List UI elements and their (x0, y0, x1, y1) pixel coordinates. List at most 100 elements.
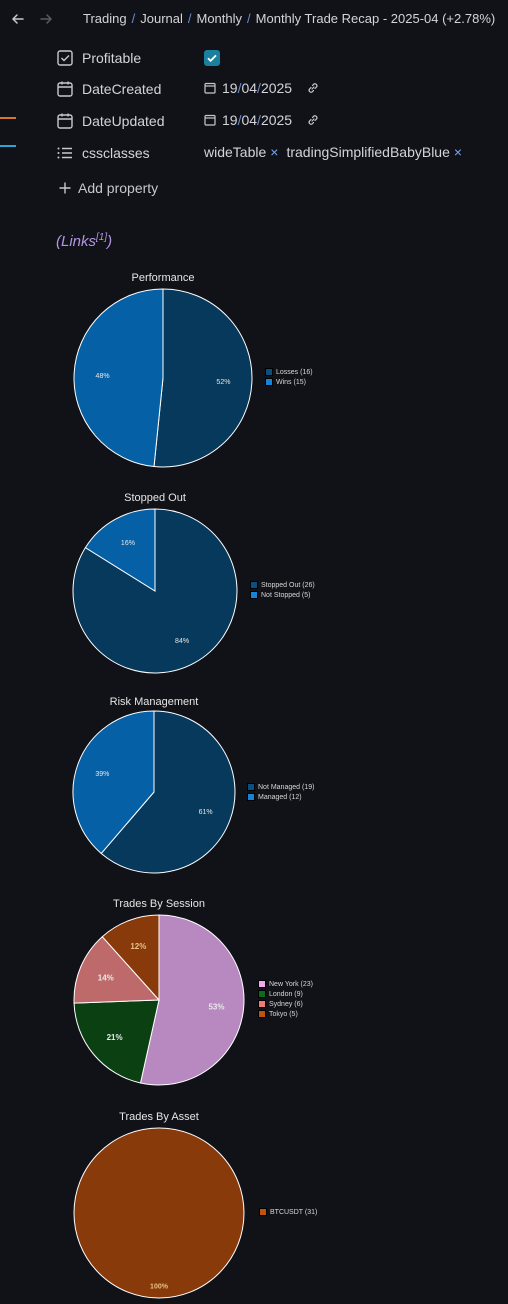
pie-percent-label: 84% (175, 638, 189, 645)
legend-label: Managed (12) (258, 793, 302, 801)
property-cssclasses: cssclasses wideTable × tradingSimplifiedB… (56, 139, 508, 167)
pie-percent-label: 100% (150, 1283, 169, 1290)
chart-title: Performance (131, 272, 195, 284)
chart-title: Stopped Out (124, 492, 186, 504)
css-class-tag[interactable]: wideTable × (204, 144, 279, 160)
chart-legend: New York (23) London (9) Sydney (6) Tokyo (… (258, 979, 313, 1019)
pie-percent-label: 14% (98, 973, 114, 982)
pie-chart-stopped-out: 84% 16% (72, 508, 238, 674)
pie-percent-label: 52% (216, 379, 230, 386)
links-label[interactable]: (Links[1]) (56, 232, 113, 250)
pie-chart-risk-management: 61% 39% (72, 710, 236, 874)
legend-item[interactable]: Losses (16) (265, 367, 313, 377)
arrow-left-icon (11, 14, 24, 24)
chart-title: Trades By Asset (119, 1111, 199, 1123)
profitable-checkbox[interactable] (204, 50, 220, 66)
chart-legend: Stopped Out (26) Not Stopped (5) (250, 580, 315, 600)
plus-icon (59, 182, 71, 194)
pie-slice (73, 999, 160, 1084)
sidebar-edge-indicator-blue (0, 145, 16, 147)
chart-legend: BTCUSDT (31) (259, 1207, 317, 1217)
legend-label: New York (23) (269, 980, 313, 988)
pie-slice (84, 508, 156, 592)
remove-tag-icon[interactable]: × (270, 144, 279, 160)
link-icon[interactable] (306, 81, 320, 95)
legend-swatch (247, 793, 255, 801)
back-button[interactable] (8, 9, 28, 29)
legend-item[interactable]: London (9) (258, 989, 313, 999)
breadcrumb-item[interactable]: Monthly (196, 11, 243, 26)
legend-label: Not Managed (19) (258, 783, 315, 791)
legend-swatch (250, 591, 258, 599)
calendar-small-icon (204, 114, 216, 126)
legend-label: Stopped Out (26) (261, 581, 315, 589)
pie-percent-label: 21% (107, 1033, 123, 1042)
pie-slice (153, 288, 253, 468)
legend-swatch (258, 1010, 266, 1018)
css-class-tag[interactable]: tradingSimplifiedBabyBlue × (286, 144, 463, 160)
legend-label: Losses (16) (276, 368, 313, 376)
legend-item[interactable]: Not Stopped (5) (250, 590, 315, 600)
legend-item[interactable]: Stopped Out (26) (250, 580, 315, 590)
chart-legend: Not Managed (19) Managed (12) (247, 782, 314, 802)
legend-item[interactable]: Managed (12) (247, 792, 314, 802)
pie-chart-trades-by-asset: 100% (73, 1127, 245, 1299)
breadcrumb-item[interactable]: Trading (83, 11, 127, 26)
property-dateupdated: DateUpdated 19/04/2025 (56, 107, 508, 135)
pie-chart-performance: 52% 48% (73, 288, 253, 468)
breadcrumb-separator: / (131, 11, 136, 26)
pie-slice (73, 935, 161, 1004)
property-name[interactable]: Profitable (82, 50, 142, 66)
pie-percent-label: 16% (121, 540, 135, 547)
breadcrumb-current[interactable]: Monthly Trade Recap - 2025-04 (+2.78%) (255, 11, 496, 26)
pie-slice (100, 710, 236, 874)
legend-label: Wins (15) (276, 378, 306, 386)
legend-swatch (265, 368, 273, 376)
pie-percent-label: 48% (96, 373, 110, 380)
legend-item[interactable]: Tokyo (5) (258, 1009, 313, 1019)
legend-swatch (258, 980, 266, 988)
pie-percent-label: 61% (199, 809, 213, 816)
legend-item[interactable]: BTCUSDT (31) (259, 1207, 317, 1217)
property-name[interactable]: cssclasses (82, 145, 150, 161)
pie-percent-label: 53% (208, 1002, 224, 1011)
property-name[interactable]: DateCreated (82, 81, 162, 97)
legend-swatch (250, 581, 258, 589)
legend-item[interactable]: Sydney (6) (258, 999, 313, 1009)
legend-swatch (265, 378, 273, 386)
property-datecreated: DateCreated 19/04/2025 (56, 75, 508, 103)
pie-percent-label: 12% (130, 942, 146, 951)
date-updated-input[interactable]: 19/04/2025 (204, 112, 320, 128)
chart-title: Risk Management (109, 696, 199, 708)
legend-swatch (247, 783, 255, 791)
link-icon[interactable] (306, 113, 320, 127)
pie-slice (73, 288, 164, 468)
legend-item[interactable]: New York (23) (258, 979, 313, 989)
breadcrumb-separator: / (187, 11, 192, 26)
check-icon (207, 54, 217, 63)
property-profitable: Profitable (56, 44, 508, 72)
breadcrumb-separator: / (247, 11, 251, 26)
legend-swatch (258, 990, 266, 998)
remove-tag-icon[interactable]: × (453, 144, 463, 160)
date-created-input[interactable]: 19/04/2025 (204, 80, 320, 96)
pie-chart-trades-by-session: 53% 21% 14% 12% (73, 914, 245, 1086)
property-name[interactable]: DateUpdated (82, 113, 165, 129)
legend-label: Tokyo (5) (269, 1010, 298, 1018)
legend-label: London (9) (269, 990, 303, 998)
legend-label: Sydney (6) (269, 1000, 303, 1008)
chart-title: Trades By Session (113, 898, 205, 910)
legend-item[interactable]: Not Managed (19) (247, 782, 314, 792)
legend-item[interactable]: Wins (15) (265, 377, 313, 387)
list-icon (57, 147, 72, 159)
tab-header: Trading / Journal / Monthly / Monthly Trade Re… (0, 0, 508, 38)
property-value (204, 50, 220, 66)
breadcrumb-item[interactable]: Journal (140, 11, 183, 26)
cssclasses-value[interactable]: wideTable × tradingSimplifiedBabyBlue × (204, 144, 470, 160)
pie-slice (139, 914, 245, 1086)
forward-button[interactable] (36, 9, 56, 29)
add-property-button[interactable]: Add property (58, 180, 158, 196)
pie-slice (101, 914, 160, 1002)
breadcrumb: Trading / Journal / Monthly / Monthly Trade Re… (83, 11, 495, 26)
legend-swatch (259, 1208, 267, 1216)
